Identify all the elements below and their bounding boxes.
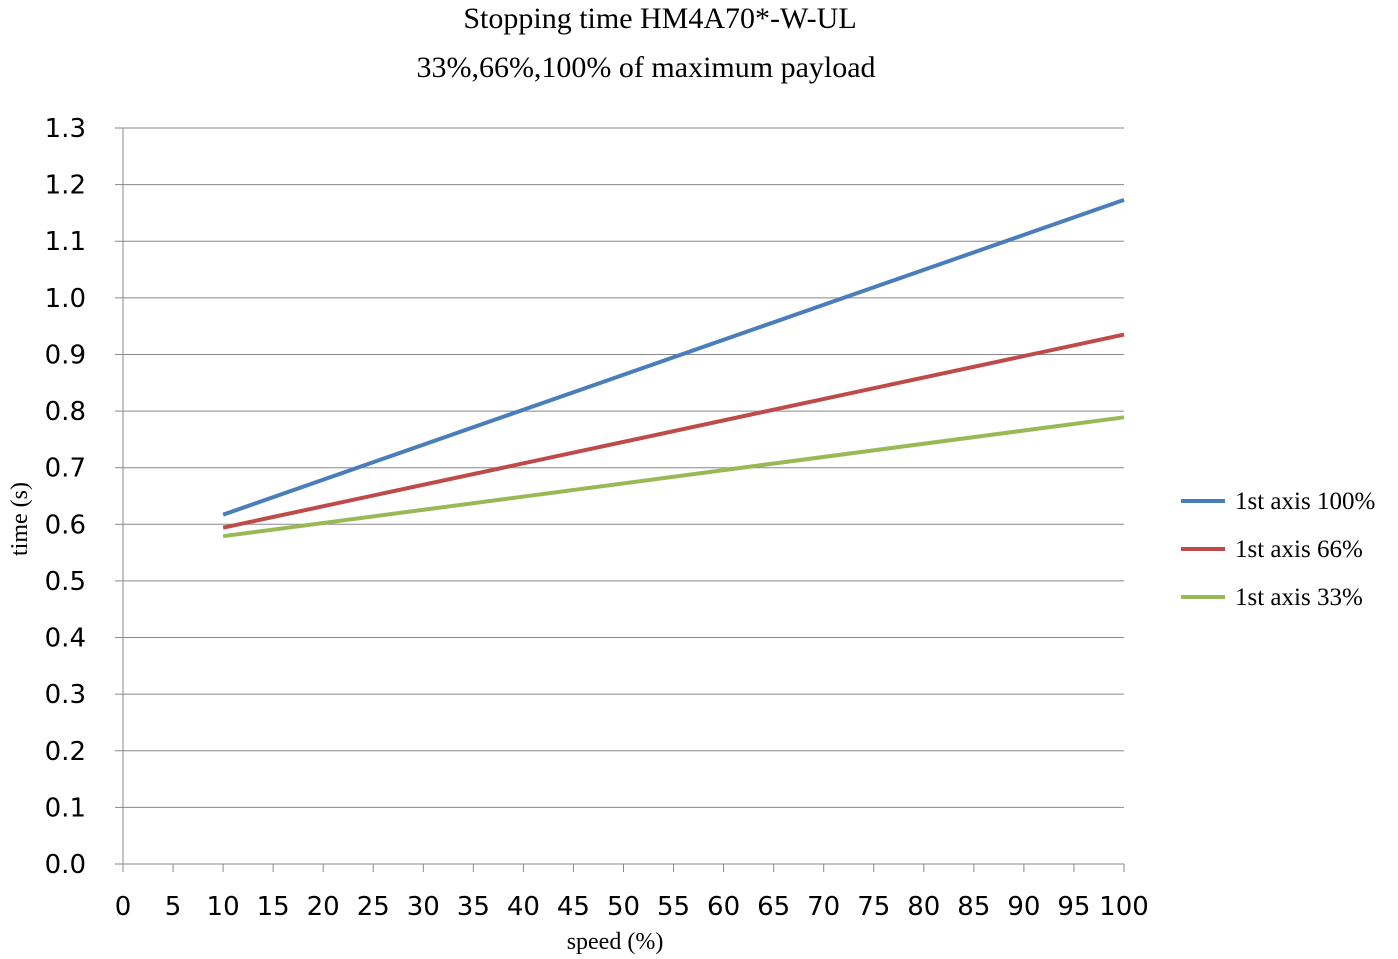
x-tick-label: 25: [357, 892, 390, 922]
y-tick-label: 0.4: [45, 624, 86, 654]
y-tick-label: 1.2: [45, 171, 86, 201]
axes: 0.0 0.1 0.2 0.3 0.4 0.5 0.6 0.7 0.8 0.9 1.0 1.1 1.2 1…: [45, 114, 1149, 922]
x-tick-label: 5: [165, 892, 182, 922]
legend-label: 1st axis 33%: [1235, 584, 1363, 611]
series-line-1: [222, 198, 1125, 517]
y-tick-label: 0.6: [45, 510, 86, 540]
x-tick-label: 10: [207, 892, 240, 922]
x-tick-label: 0: [115, 892, 132, 922]
x-tick-label: 35: [457, 892, 490, 922]
legend: 1st axis 100% 1st axis 66% 1st axis 33%: [1181, 488, 1375, 611]
y-tick-label: 1.1: [45, 227, 86, 257]
y-axis-title: time (s): [7, 482, 33, 556]
x-tick-label: 75: [857, 892, 890, 922]
y-tick-label: 0.5: [45, 567, 86, 597]
x-tick-label: 60: [707, 892, 740, 922]
x-tick-label: 90: [1007, 892, 1040, 922]
plot-area: [222, 198, 1125, 539]
y-tick-label: 0.8: [45, 397, 86, 427]
y-tick-label: 0.9: [45, 340, 86, 370]
x-tick-label: 100: [1099, 892, 1149, 922]
x-tick-label: 95: [1057, 892, 1090, 922]
series-line-2: [222, 332, 1125, 530]
x-tick-label: 45: [557, 892, 590, 922]
y-tick-label: 1.3: [45, 114, 86, 144]
x-tick-label: 40: [507, 892, 540, 922]
y-tick-label: 0.2: [45, 737, 86, 767]
y-tick-label: 0.1: [45, 793, 86, 823]
x-tick-label: 85: [957, 892, 990, 922]
series-line-3: [222, 415, 1125, 539]
legend-label: 1st axis 66%: [1235, 536, 1363, 563]
legend-label: 1st axis 100%: [1235, 488, 1375, 515]
y-tick-label: 0.3: [45, 680, 86, 710]
y-tick-label: 0.7: [45, 454, 86, 484]
x-tick-label: 80: [907, 892, 940, 922]
grid: [123, 127, 1124, 808]
x-axis-title: speed (%): [567, 929, 664, 955]
x-tick-label: 70: [807, 892, 840, 922]
chart-subtitle: 33%,66%,100% of maximum payload: [416, 51, 875, 84]
y-tick-label: 1.0: [45, 284, 86, 314]
x-tick-label: 30: [407, 892, 440, 922]
y-tick-label: 0.0: [45, 850, 86, 880]
x-tick-label: 65: [757, 892, 790, 922]
x-tick-label: 15: [257, 892, 290, 922]
chart-title: Stopping time HM4A70*-W-UL: [463, 2, 856, 35]
x-tick-label: 50: [607, 892, 640, 922]
x-tick-label: 20: [307, 892, 340, 922]
x-tick-label: 55: [657, 892, 690, 922]
